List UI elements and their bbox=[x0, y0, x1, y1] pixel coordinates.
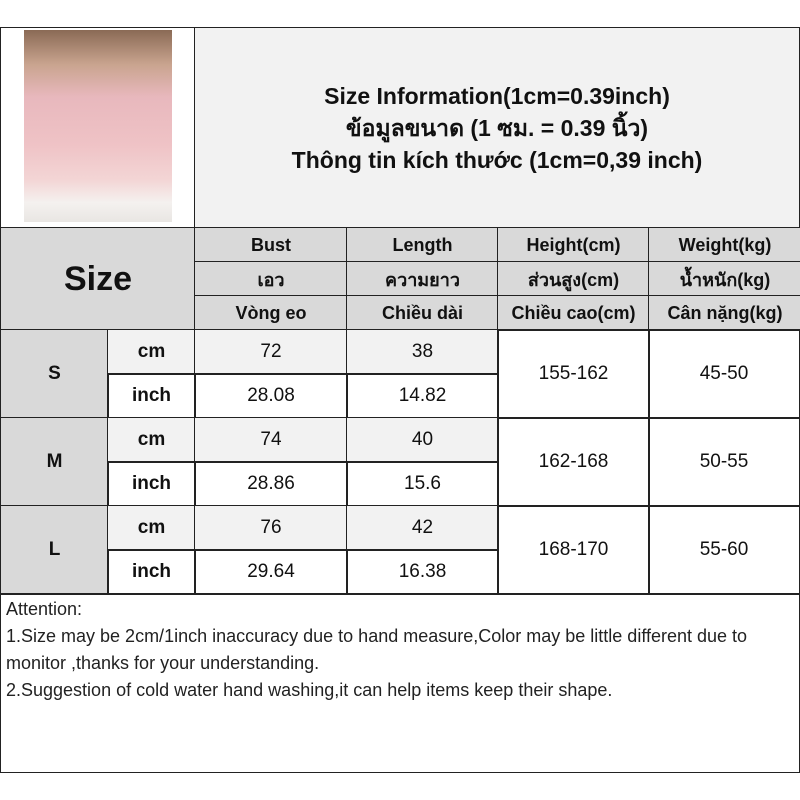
height-range: 155-162 bbox=[497, 329, 650, 419]
title-vi: Thông tin kích thước (1cm=0,39 inch) bbox=[291, 147, 703, 173]
column-header: Weight(kg) bbox=[648, 227, 800, 263]
note-2: 2.Suggestion of cold water hand washing,… bbox=[6, 680, 613, 700]
size-label: S bbox=[0, 329, 109, 419]
size-label: M bbox=[0, 417, 109, 507]
column-header: Chiều dài bbox=[346, 295, 499, 331]
column-header: Vòng eo bbox=[194, 295, 348, 331]
weight-range: 50-55 bbox=[648, 417, 800, 507]
title-cell: Size Information(1cm=0.39inch) ข้อมูลขนา… bbox=[194, 27, 800, 229]
length-inch: 15.6 bbox=[346, 461, 499, 507]
bust-inch: 28.08 bbox=[194, 373, 348, 419]
unit-cm: cm bbox=[107, 329, 196, 375]
length-cm: 38 bbox=[346, 329, 499, 375]
unit-cm: cm bbox=[107, 417, 196, 463]
height-range: 168-170 bbox=[497, 505, 650, 595]
length-inch: 14.82 bbox=[346, 373, 499, 419]
bust-cm: 76 bbox=[194, 505, 348, 551]
unit-inch: inch bbox=[107, 549, 196, 595]
size-header: Size bbox=[0, 227, 196, 331]
unit-cm: cm bbox=[107, 505, 196, 551]
bust-cm: 74 bbox=[194, 417, 348, 463]
length-cm: 42 bbox=[346, 505, 499, 551]
column-header: Bust bbox=[194, 227, 348, 263]
unit-inch: inch bbox=[107, 461, 196, 507]
column-header: Height(cm) bbox=[497, 227, 650, 263]
weight-range: 45-50 bbox=[648, 329, 800, 419]
height-range: 162-168 bbox=[497, 417, 650, 507]
column-header: ส่วนสูง(cm) bbox=[497, 261, 650, 297]
unit-inch: inch bbox=[107, 373, 196, 419]
attention-heading: Attention: bbox=[6, 599, 83, 619]
bust-inch: 28.86 bbox=[194, 461, 348, 507]
attention-notes: Attention: 1.Size may be 2cm/1inch inacc… bbox=[0, 593, 800, 773]
note-1: 1.Size may be 2cm/1inch inaccuracy due t… bbox=[6, 626, 748, 673]
title-en: Size Information(1cm=0.39inch) bbox=[324, 83, 670, 109]
column-header: Chiều cao(cm) bbox=[497, 295, 650, 331]
column-header: Cân nặng(kg) bbox=[648, 295, 800, 331]
title-th: ข้อมูลขนาด (1 ซม. = 0.39 นิ้ว) bbox=[345, 115, 649, 141]
length-inch: 16.38 bbox=[346, 549, 499, 595]
column-header: น้ำหนัก(kg) bbox=[648, 261, 800, 297]
length-cm: 40 bbox=[346, 417, 499, 463]
weight-range: 55-60 bbox=[648, 505, 800, 595]
column-header: Length bbox=[346, 227, 499, 263]
column-header: ความยาว bbox=[346, 261, 499, 297]
bust-cm: 72 bbox=[194, 329, 348, 375]
bust-inch: 29.64 bbox=[194, 549, 348, 595]
column-header: เอว bbox=[194, 261, 348, 297]
product-photo bbox=[24, 30, 172, 222]
size-label: L bbox=[0, 505, 109, 595]
